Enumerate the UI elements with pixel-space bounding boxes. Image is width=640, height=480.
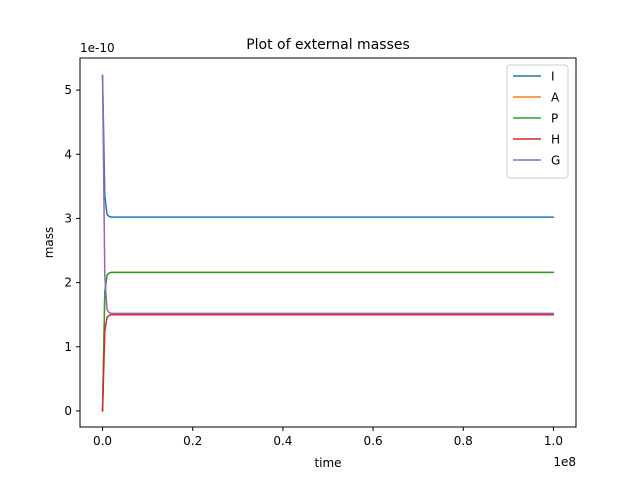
legend-box bbox=[506, 64, 569, 179]
x-tick-label: 0.8 bbox=[454, 434, 473, 448]
x-tick-label: 0.6 bbox=[364, 434, 383, 448]
x-tick-label: 0.2 bbox=[183, 434, 202, 448]
y-axis-label: mass bbox=[42, 227, 56, 259]
x-tick-label: 0.0 bbox=[93, 434, 112, 448]
series-line-p bbox=[101, 271, 555, 412]
chart-title: Plot of external masses bbox=[246, 37, 410, 53]
y-axis: 0 1 2 3 4 5 bbox=[64, 83, 80, 418]
x-tick-label: 1.0 bbox=[544, 434, 563, 448]
x-offset-label: 1e8 bbox=[553, 455, 576, 469]
legend-entry-label: A bbox=[551, 91, 560, 105]
legend-entry-label: I bbox=[551, 70, 555, 84]
y-tick-label: 1 bbox=[64, 340, 72, 354]
legend-entry-label: P bbox=[551, 112, 558, 126]
y-tick-label: 3 bbox=[64, 211, 72, 225]
y-tick-label: 5 bbox=[64, 83, 72, 97]
x-axis: 0.0 0.2 0.4 0.6 0.8 1.0 bbox=[93, 427, 563, 448]
y-tick-label: 4 bbox=[64, 147, 72, 161]
x-axis-label: time bbox=[314, 456, 341, 470]
series-line-i bbox=[101, 74, 555, 218]
x-tick-label: 0.4 bbox=[273, 434, 292, 448]
series-line-g bbox=[101, 74, 555, 315]
series-line-h bbox=[101, 313, 555, 412]
y-offset-label: 1e-10 bbox=[80, 41, 115, 55]
legend-entry-label: H bbox=[551, 133, 560, 147]
plot-area bbox=[101, 74, 555, 412]
legend-entry-label: G bbox=[551, 154, 560, 168]
y-tick-label: 2 bbox=[64, 276, 72, 290]
y-tick-label: 0 bbox=[64, 404, 72, 418]
axes-frame bbox=[79, 57, 577, 428]
